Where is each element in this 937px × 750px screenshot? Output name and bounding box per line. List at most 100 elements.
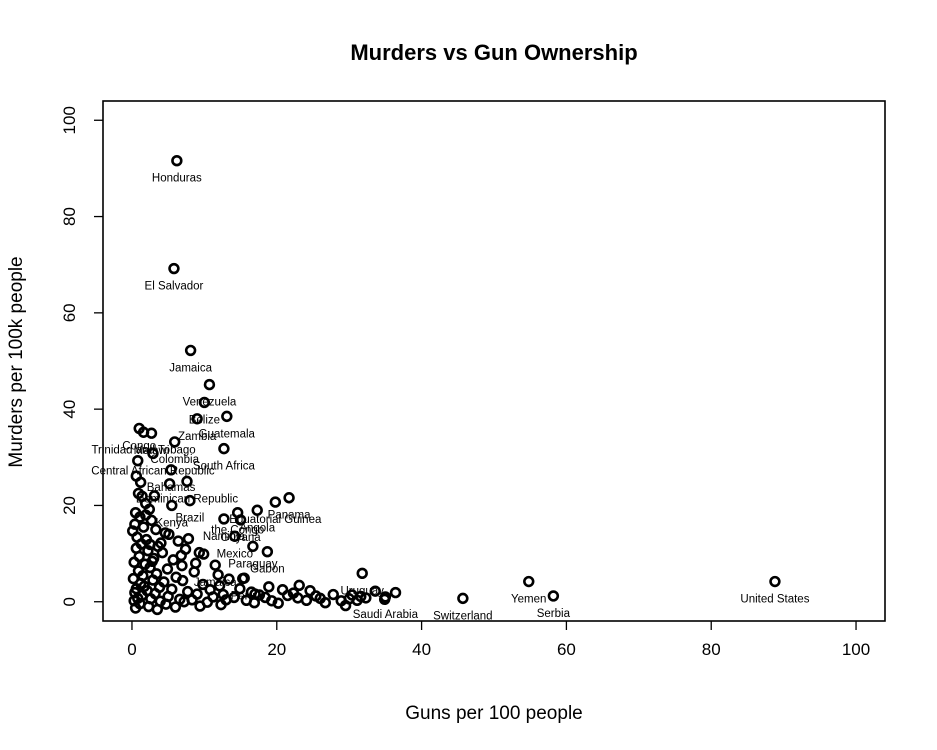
- data-point: [319, 597, 331, 609]
- data-point: [769, 575, 781, 588]
- point-label: Angola: [239, 522, 275, 534]
- data-point: [134, 511, 146, 523]
- data-point: [147, 574, 159, 586]
- data-point: [161, 563, 174, 575]
- data-point: [197, 578, 209, 591]
- point-label: El Salvador: [145, 281, 204, 293]
- data-point: [132, 454, 144, 467]
- point-label: Jamaica: [194, 577, 237, 589]
- data-point: [147, 447, 159, 460]
- point-label: Yemen: [511, 594, 546, 606]
- data-point: [189, 557, 202, 569]
- data-point: [247, 540, 259, 553]
- data-point: [184, 344, 197, 357]
- data-point: [209, 559, 221, 571]
- data-point: [215, 598, 227, 611]
- x-tick-label: 60: [557, 640, 576, 659]
- data-point: [165, 464, 177, 476]
- point-label: Belize: [189, 414, 220, 426]
- data-point: [263, 581, 275, 593]
- data-point: [212, 569, 224, 581]
- data-point: [457, 592, 469, 605]
- point-label: Guatemala: [199, 428, 256, 440]
- point-label: Switzerland: [433, 610, 492, 622]
- data-point: [166, 499, 178, 512]
- data-point: [188, 566, 200, 578]
- data-point: [140, 509, 152, 521]
- data-point: [182, 532, 195, 545]
- data-point: [369, 585, 381, 597]
- data-point: [283, 492, 295, 504]
- x-tick-label: 100: [842, 640, 870, 659]
- point-label: Venezuela: [183, 397, 237, 409]
- data-point: [379, 591, 392, 603]
- point-label: the Congo: [211, 525, 264, 537]
- y-tick-label: 80: [60, 207, 79, 226]
- data-point: [146, 555, 158, 567]
- data-point: [176, 559, 188, 572]
- data-point: [129, 602, 142, 614]
- x-tick-label: 0: [127, 640, 136, 659]
- data-point: [163, 478, 176, 490]
- data-point: [272, 597, 284, 609]
- data-point: [144, 538, 156, 551]
- data-point: [191, 413, 203, 425]
- data-point: [356, 567, 368, 580]
- data-point: [178, 596, 190, 608]
- y-axis: 0 20 40 60 80 100: [60, 106, 103, 606]
- point-label: United States: [740, 594, 809, 606]
- data-point: [351, 594, 363, 606]
- data-point: [126, 525, 139, 537]
- data-point: [148, 490, 161, 502]
- point-label: Panama: [268, 510, 311, 522]
- point-label: Dominican Republic: [136, 493, 239, 505]
- data-point: [293, 579, 305, 592]
- data-point: [169, 601, 182, 613]
- data-point: [130, 470, 143, 482]
- y-axis-label: Murders per 100k people: [6, 256, 27, 467]
- data-point: [221, 410, 233, 423]
- data-point: [547, 590, 560, 602]
- data-point: [155, 537, 167, 549]
- data-point: [229, 530, 241, 542]
- point-label: Bahamas: [147, 482, 196, 494]
- data-point: [194, 600, 206, 612]
- data-point: [198, 396, 211, 409]
- y-tick-label: 40: [60, 400, 79, 419]
- data-point: [175, 549, 187, 562]
- data-point: [339, 599, 352, 612]
- point-label: Peru: [231, 591, 255, 603]
- point-label: Congo: [122, 440, 156, 452]
- point-label: Equatorial Guinea: [229, 514, 322, 526]
- data-point: [171, 155, 183, 167]
- x-axis-label: Guns per 100 people: [405, 703, 582, 724]
- data-point: [138, 580, 150, 593]
- data-point: [128, 595, 140, 607]
- data-point: [300, 594, 313, 606]
- point-label: Central African Republic: [91, 465, 215, 477]
- data-point: [269, 496, 282, 508]
- point-label: Brazil: [176, 513, 205, 525]
- point-label: Gabon: [250, 564, 285, 576]
- data-point: [184, 494, 196, 507]
- y-tick-label: 20: [60, 496, 79, 515]
- point-label: Serbia: [537, 608, 571, 620]
- data-point: [261, 545, 274, 558]
- point-label: Namibia: [203, 531, 246, 543]
- data-point: [168, 262, 180, 275]
- data-point: [142, 545, 154, 557]
- data-point: [223, 573, 235, 585]
- x-tick-label: 40: [412, 640, 431, 659]
- point-label: Guyana: [220, 532, 261, 544]
- point-labels: Honduras El Salvador Jamaica Venezuela Beliz…: [91, 173, 809, 623]
- data-point: [163, 528, 175, 541]
- point-label: Zambia: [178, 431, 217, 443]
- data-point: [203, 378, 216, 391]
- data-point: [234, 514, 247, 526]
- data-point: [128, 556, 140, 568]
- point-label: Mexico: [217, 548, 253, 560]
- data-point: [133, 422, 145, 435]
- plot-frame: [102, 100, 886, 622]
- x-tick-label: 20: [267, 640, 286, 659]
